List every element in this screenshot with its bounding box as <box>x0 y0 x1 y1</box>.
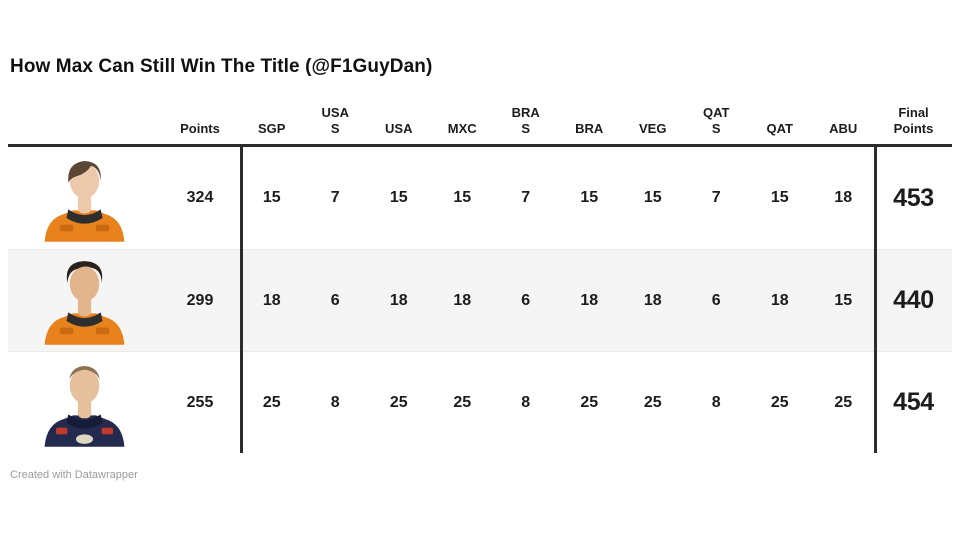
driver-photo-cell <box>8 352 160 453</box>
race-points-cell: 25 <box>262 393 281 411</box>
race-points-cell: 8 <box>521 393 531 411</box>
header-line2: MXC <box>447 121 477 136</box>
header-line1: Final <box>898 105 929 120</box>
current-points-cell: 324 <box>186 189 214 206</box>
race-points-cell: 8 <box>330 393 340 411</box>
portrait-suit <box>44 312 124 345</box>
column-header-photo <box>8 90 160 144</box>
portrait-suit-detail <box>95 327 109 334</box>
vertical-divider-right <box>874 147 877 453</box>
race-points-cell: 6 <box>521 291 531 309</box>
race-points-cell: 15 <box>389 189 408 206</box>
race-points-cell: 7 <box>521 189 531 206</box>
race-points-cell: 18 <box>580 291 599 309</box>
race-points-cell: 25 <box>453 393 472 411</box>
current-points-cell: 255 <box>186 393 214 411</box>
final-points-cell: 454 <box>893 388 934 416</box>
column-header-mxc: MXC <box>431 90 495 144</box>
race-points-cell: 15 <box>643 189 662 206</box>
race-points-cell: 15 <box>453 189 472 206</box>
portrait-collar <box>65 311 103 327</box>
oscar-piastri-portrait <box>44 160 124 242</box>
datawrapper-attribution: Created with Datawrapper <box>10 469 138 481</box>
points-table: Points SGP USA S USA MXC BRA S <box>8 90 952 453</box>
race-points-cell: 25 <box>643 393 662 411</box>
portrait-suit <box>44 414 124 447</box>
current-points-cell: 299 <box>186 291 214 309</box>
header-line2: S <box>521 121 531 136</box>
race-points-cell: 18 <box>834 189 853 206</box>
race-points-cell: 15 <box>770 189 789 206</box>
race-points-cell: 6 <box>330 291 340 309</box>
table-row: 299 18 6 18 18 6 18 18 6 18 15 440 <box>8 249 952 351</box>
header-line1: QAT <box>703 105 730 120</box>
portrait-hair <box>66 260 102 283</box>
column-header-bra-sprint: BRA S <box>494 90 558 144</box>
column-header-qat: QAT <box>748 90 812 144</box>
header-line2: Points <box>893 121 934 136</box>
final-points-cell: 440 <box>893 286 934 314</box>
header-line2: SGP <box>258 121 286 136</box>
race-points-cell: 18 <box>389 291 408 309</box>
race-points-cell: 18 <box>453 291 472 309</box>
page-title: How Max Can Still Win The Title (@F1GuyD… <box>10 56 433 77</box>
portrait-collar <box>65 209 103 224</box>
portrait-suit-detail <box>95 224 109 232</box>
max-verstappen-portrait <box>44 365 124 447</box>
race-points-cell: 25 <box>580 393 599 411</box>
header-line1: USA <box>321 105 349 120</box>
lando-norris-portrait <box>44 260 124 345</box>
race-points-cell: 15 <box>580 189 599 206</box>
driver-photo-cell <box>8 147 160 249</box>
race-points-cell: 18 <box>262 291 281 309</box>
table-header: Points SGP USA S USA MXC BRA S <box>8 90 952 147</box>
portrait-suit-detail <box>59 327 73 334</box>
header-line2: ABU <box>829 121 858 136</box>
portrait-collar <box>65 413 103 429</box>
column-header-final-points: Final Points <box>875 90 952 144</box>
portrait-suit-detail <box>101 427 113 434</box>
portrait-chest-badge <box>75 433 93 444</box>
portrait-hair <box>67 160 101 183</box>
race-points-cell: 15 <box>834 291 853 309</box>
race-points-cell: 8 <box>711 393 721 411</box>
final-points-cell: 453 <box>893 183 934 212</box>
column-header-sgp: SGP <box>240 90 304 144</box>
race-points-cell: 7 <box>330 189 340 206</box>
race-points-cell: 25 <box>770 393 789 411</box>
header-line2: VEG <box>639 121 667 136</box>
race-points-cell: 25 <box>834 393 853 411</box>
race-points-cell: 6 <box>711 291 721 309</box>
column-header-points: Points <box>160 90 240 144</box>
portrait-head <box>69 265 99 301</box>
race-points-cell: 18 <box>643 291 662 309</box>
table-row: 324 15 7 15 15 7 15 15 7 15 18 453 <box>8 147 952 249</box>
header-line2: Points <box>180 121 220 136</box>
table-row: 255 25 8 25 25 8 25 25 8 25 25 454 <box>8 351 952 453</box>
portrait-head <box>69 367 99 403</box>
driver-photo-cell <box>8 250 160 351</box>
race-points-cell: 25 <box>389 393 408 411</box>
portrait-suit-detail <box>59 224 73 232</box>
race-points-cell: 15 <box>262 189 281 206</box>
column-header-bra: BRA <box>558 90 622 144</box>
column-header-qat-sprint: QAT S <box>685 90 749 144</box>
header-line2: USA <box>385 121 413 136</box>
header-line2: S <box>330 121 340 136</box>
race-points-cell: 18 <box>770 291 789 309</box>
header-line2: S <box>711 121 721 136</box>
portrait-suit-detail <box>55 427 67 434</box>
portrait-suit <box>44 210 124 242</box>
header-line2: BRA <box>575 121 604 136</box>
column-header-veg: VEG <box>621 90 685 144</box>
header-line2: QAT <box>766 121 793 136</box>
race-points-cell: 7 <box>711 189 721 206</box>
portrait-hair <box>68 365 100 379</box>
column-header-abu: ABU <box>812 90 876 144</box>
header-line1: BRA <box>511 105 540 120</box>
vertical-divider-left <box>240 147 243 453</box>
column-header-usa-sprint: USA S <box>304 90 368 144</box>
column-header-usa: USA <box>367 90 431 144</box>
